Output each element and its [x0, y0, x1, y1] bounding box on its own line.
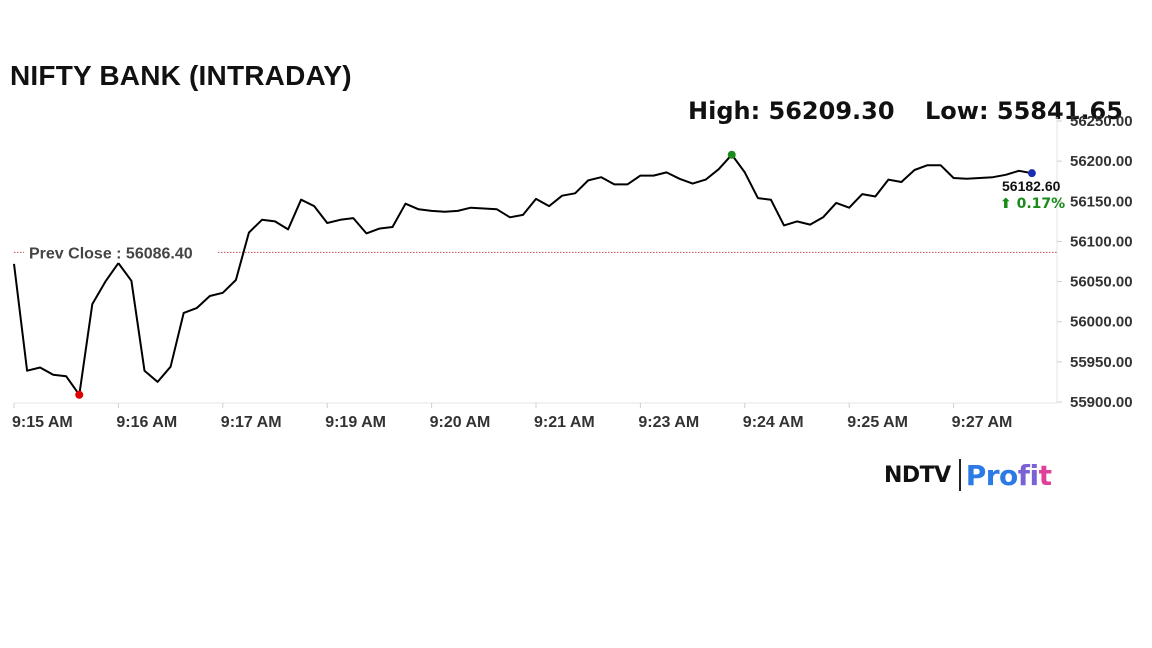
- last-price-label: 56182.60: [1002, 178, 1061, 194]
- y-tick-label: 56000.00: [1070, 314, 1133, 331]
- x-tick-label: 9:19 AM: [325, 414, 386, 431]
- last-price-marker: [1027, 169, 1036, 178]
- price-line-segment: [13, 262, 120, 396]
- low-marker: [75, 390, 84, 399]
- y-tick-label: 56250.00: [1070, 113, 1133, 130]
- x-tick-label: 9:21 AM: [534, 414, 595, 431]
- y-tick-label: 56200.00: [1070, 153, 1133, 170]
- high-marker: [727, 150, 736, 159]
- ndtv-profit-logo: NDTV Profit: [884, 458, 1052, 492]
- logo-profit-text: Profit: [965, 458, 1052, 492]
- y-tick-label: 56100.00: [1070, 233, 1133, 250]
- x-tick-label: 9:17 AM: [221, 414, 282, 431]
- price-line-segment: [1005, 169, 1033, 176]
- x-tick-label: 9:16 AM: [116, 414, 177, 431]
- x-tick-label: 9:23 AM: [638, 414, 699, 431]
- x-tick-label: 9:15 AM: [12, 414, 73, 431]
- y-tick-label: 55900.00: [1070, 394, 1133, 411]
- y-tick-label: 56150.00: [1070, 193, 1133, 210]
- x-tick-label: 9:20 AM: [430, 414, 491, 431]
- day-high-label: High: 56209.30: [688, 97, 895, 125]
- prev-close-label: Prev Close : 56086.40: [29, 245, 193, 262]
- day-low-label: Low: 55841.65: [925, 97, 1123, 125]
- x-tick-label: 9:27 AM: [952, 414, 1013, 431]
- change-percent-label: ⬆ 0.17%: [1000, 196, 1065, 212]
- logo-ndtv-text: NDTV: [884, 462, 951, 488]
- y-tick-label: 55950.00: [1070, 354, 1133, 371]
- logo-divider: [958, 459, 961, 491]
- price-line-segment: [117, 153, 1006, 383]
- chart-title: NIFTY BANK (INTRADAY): [10, 60, 352, 91]
- x-tick-label: 9:24 AM: [743, 414, 804, 431]
- y-tick-label: 56050.00: [1070, 274, 1133, 291]
- x-tick-label: 9:25 AM: [847, 414, 908, 431]
- prev-close-label-bg: [24, 240, 218, 261]
